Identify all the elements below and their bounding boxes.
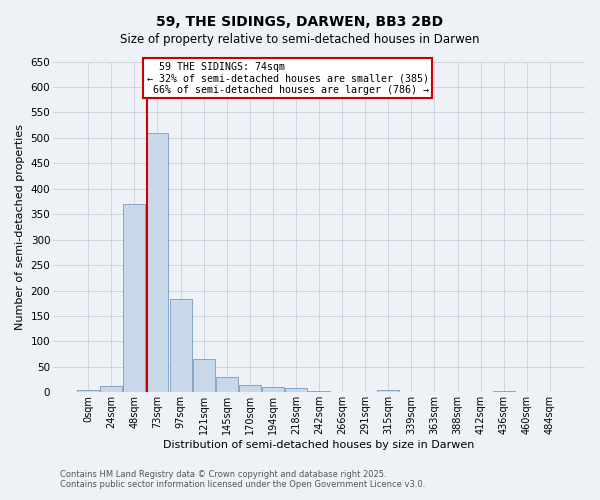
Bar: [308, 391, 330, 392]
Bar: [124, 204, 145, 392]
Text: Size of property relative to semi-detached houses in Darwen: Size of property relative to semi-detach…: [120, 32, 480, 46]
Text: Contains HM Land Registry data © Crown copyright and database right 2025.
Contai: Contains HM Land Registry data © Crown c…: [60, 470, 425, 489]
Bar: [193, 358, 215, 392]
Text: 59, THE SIDINGS, DARWEN, BB3 2BD: 59, THE SIDINGS, DARWEN, BB3 2BD: [157, 15, 443, 29]
Bar: [100, 386, 122, 392]
Bar: [493, 391, 515, 392]
Bar: [262, 386, 284, 392]
Bar: [146, 132, 169, 392]
Bar: [216, 377, 238, 392]
Bar: [285, 388, 307, 392]
Bar: [77, 390, 99, 392]
Bar: [170, 299, 191, 392]
Y-axis label: Number of semi-detached properties: Number of semi-detached properties: [15, 124, 25, 330]
X-axis label: Distribution of semi-detached houses by size in Darwen: Distribution of semi-detached houses by …: [163, 440, 475, 450]
Text: 59 THE SIDINGS: 74sqm
← 32% of semi-detached houses are smaller (385)
 66% of se: 59 THE SIDINGS: 74sqm ← 32% of semi-deta…: [146, 62, 428, 94]
Bar: [377, 390, 399, 392]
Bar: [239, 384, 261, 392]
